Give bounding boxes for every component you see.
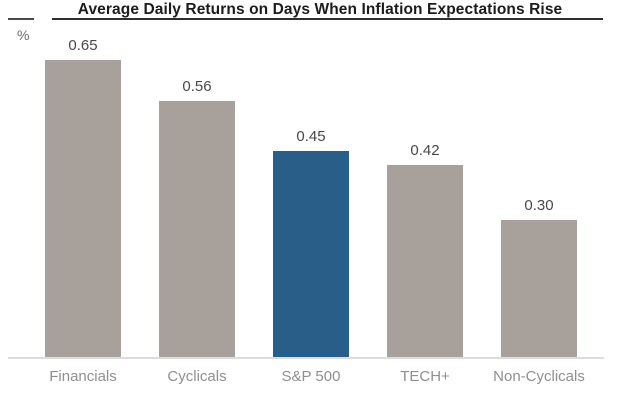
- title-rule-left-segment: [8, 18, 34, 20]
- bar-value-label-cyclicals: 0.56: [182, 78, 212, 95]
- title-rule: [52, 18, 603, 20]
- chart-title: Average Daily Returns on Days When Infla…: [77, 1, 563, 18]
- bar-value-label-financials: 0.65: [68, 37, 98, 54]
- y-axis-unit-label: %: [17, 27, 30, 43]
- x-axis-label-financials: Financials: [49, 368, 117, 385]
- bar-value-label-s-p-500: 0.45: [296, 128, 326, 145]
- x-axis-line: [8, 357, 604, 359]
- bar-value-label-non-cyclicals: 0.30: [524, 197, 554, 214]
- bar-cyclicals: [159, 101, 235, 357]
- bar-tech: [387, 165, 463, 357]
- bar-value-label-tech: 0.42: [410, 142, 440, 159]
- x-axis-label-non-cyclicals: Non-Cyclicals: [493, 368, 585, 385]
- x-axis-label-tech: TECH+: [400, 368, 450, 385]
- bar-financials: [45, 60, 121, 357]
- x-axis-label-cyclicals: Cyclicals: [167, 368, 227, 385]
- bar-s-p-500: [273, 151, 349, 357]
- bar-non-cyclicals: [501, 220, 577, 357]
- x-axis-label-s-p-500: S&P 500: [281, 368, 341, 385]
